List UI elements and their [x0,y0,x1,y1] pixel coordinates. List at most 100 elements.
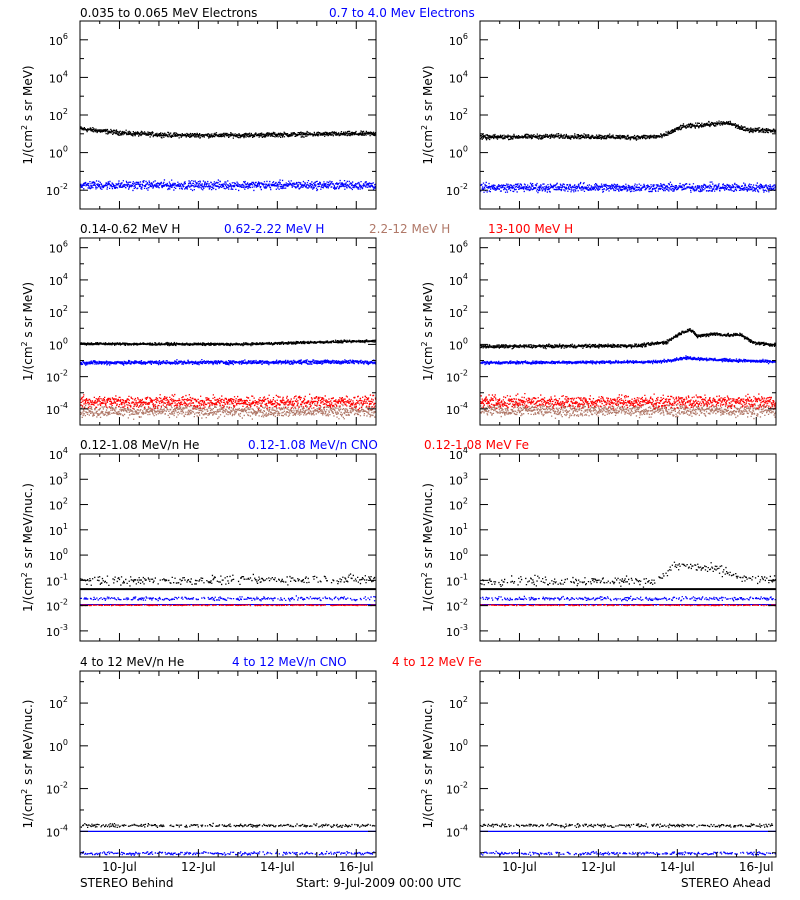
plot-frame [79,670,377,858]
series-1 [480,181,776,194]
y-axis-label: 1/(cm2 s sr MeV/nuc.) [20,700,35,829]
x-tick-label: 10-Jul [102,860,137,874]
series-0 [80,126,376,139]
points-0 [480,561,776,588]
y-tick-label: 100 [49,738,68,754]
y-tick-label: 100 [449,547,468,563]
series-1 [80,179,376,192]
series-0 [480,561,776,591]
y-tick-label: 10-4 [46,401,68,417]
y-tick-label: 103 [49,471,68,487]
series-0 [80,339,376,347]
x-tick-label: 16-Jul [739,860,774,874]
y-tick-label: 10-4 [46,823,68,839]
y-axis-label: 1/(cm2 s sr MeV) [420,282,435,381]
footer-right-label: STEREO Ahead [681,876,771,890]
y-tick-label: 10-2 [46,182,68,198]
title-row2-series1: 0.14-0.62 MeV H [80,222,181,236]
y-tick-label: 10-2 [446,369,468,385]
series-1 [480,830,776,856]
title-row1-series1: 0.035 to 0.065 MeV Electrons [80,6,258,20]
data-points [80,126,376,192]
points-0 [480,823,774,829]
title-row2-series2: 0.62-2.22 MeV H [224,222,325,236]
y-tick-label: 10-2 [46,369,68,385]
points-1 [80,850,375,857]
series-3 [480,393,776,410]
plot-frame [79,453,377,642]
points-1 [480,850,776,856]
y-tick-label: 100 [49,547,68,563]
y-tick-label: 10-4 [446,401,468,417]
points-2 [480,604,776,607]
x-tick-label: 12-Jul [581,860,616,874]
title-row2-series4: 13-100 MeV H [488,222,574,236]
y-tick-label: 10-1 [446,572,468,588]
y-axis-label: 1/(cm2 s sr MeV/nuc.) [420,483,435,612]
title-row2-series3: 2.2-12 MeV H [369,222,451,236]
y-tick-label: 103 [449,471,468,487]
y-tick-label: 104 [449,446,468,462]
y-axis-label: 1/(cm2 s sr MeV) [20,65,35,164]
y-tick-label: 104 [49,446,68,462]
y-ticks [479,238,777,426]
y-axis-label: 1/(cm2 s sr MeV) [420,65,435,164]
series-0 [80,573,376,591]
y-tick-label: 101 [449,522,468,538]
series-2 [480,604,776,607]
points-1 [480,595,776,602]
y-tick-label: 102 [449,497,468,513]
points-1 [80,359,376,366]
data-points [480,120,776,194]
panel-row4-left: 10-4 10-2 100 102 1/(cm2 s sr MeV/nuc.) 10-Ju… [20,670,377,874]
series-1 [80,595,376,606]
y-tick-label: 10-3 [46,623,68,639]
y-tick-label: 102 [49,107,68,123]
y-tick-label: 102 [449,304,468,320]
series-2 [80,402,376,420]
data-points [480,823,776,856]
points-1 [480,355,776,366]
panel-row1-left: 10-2 100 102 104 106 1/(cm2 s sr MeV) [20,20,377,210]
x-tick-label: 16-Jul [339,860,374,874]
panel-row2-right: 10-4 10-2 100 102 104 106 1/(cm2 s sr MeV) [420,237,777,426]
data-points [80,822,376,857]
y-tick-label: 10-4 [446,823,468,839]
points-2 [80,604,376,607]
y-ticks [479,671,777,857]
footer-start-label: Start: 9-Jul-2009 00:00 UTC [296,876,462,890]
panel-row3-left: 10-3 10-2 10-1 100 101 102 103 104 1/(cm2 s sr M… [20,446,377,642]
series-1 [480,355,776,366]
panel-row1-right: 10-2 100 102 104 106 1/(cm2 s sr MeV) [420,20,777,210]
plot-frame [479,453,777,642]
y-tick-label: 10-1 [46,572,68,588]
y-ticks [79,671,377,857]
y-tick-label: 10-2 [446,182,468,198]
y-tick-label: 106 [449,32,468,48]
y-ticks [79,238,377,426]
y-tick-label: 104 [49,69,68,85]
points-1 [80,179,376,192]
y-tick-label: 102 [49,304,68,320]
title-row3-series3: 0.12-1.08 MeV Fe [424,438,529,452]
y-tick-label: 102 [449,695,468,711]
points-0 [80,126,376,139]
series-2 [80,604,376,607]
series-1 [80,359,376,366]
y-tick-label: 10-3 [446,623,468,639]
y-tick-label: 104 [449,69,468,85]
y-ticks [479,20,777,210]
points-1 [480,181,776,194]
y-tick-label: 101 [49,522,68,538]
y-tick-label: 100 [449,336,468,352]
y-tick-label: 106 [449,240,468,256]
points-0 [80,573,376,587]
points-0 [480,328,776,350]
y-tick-label: 102 [49,695,68,711]
plot-frame [79,237,377,426]
data-points [80,339,376,420]
footer-left-label: STEREO Behind [80,876,174,890]
y-tick-label: 10-2 [46,781,68,797]
y-tick-label: 100 [449,738,468,754]
